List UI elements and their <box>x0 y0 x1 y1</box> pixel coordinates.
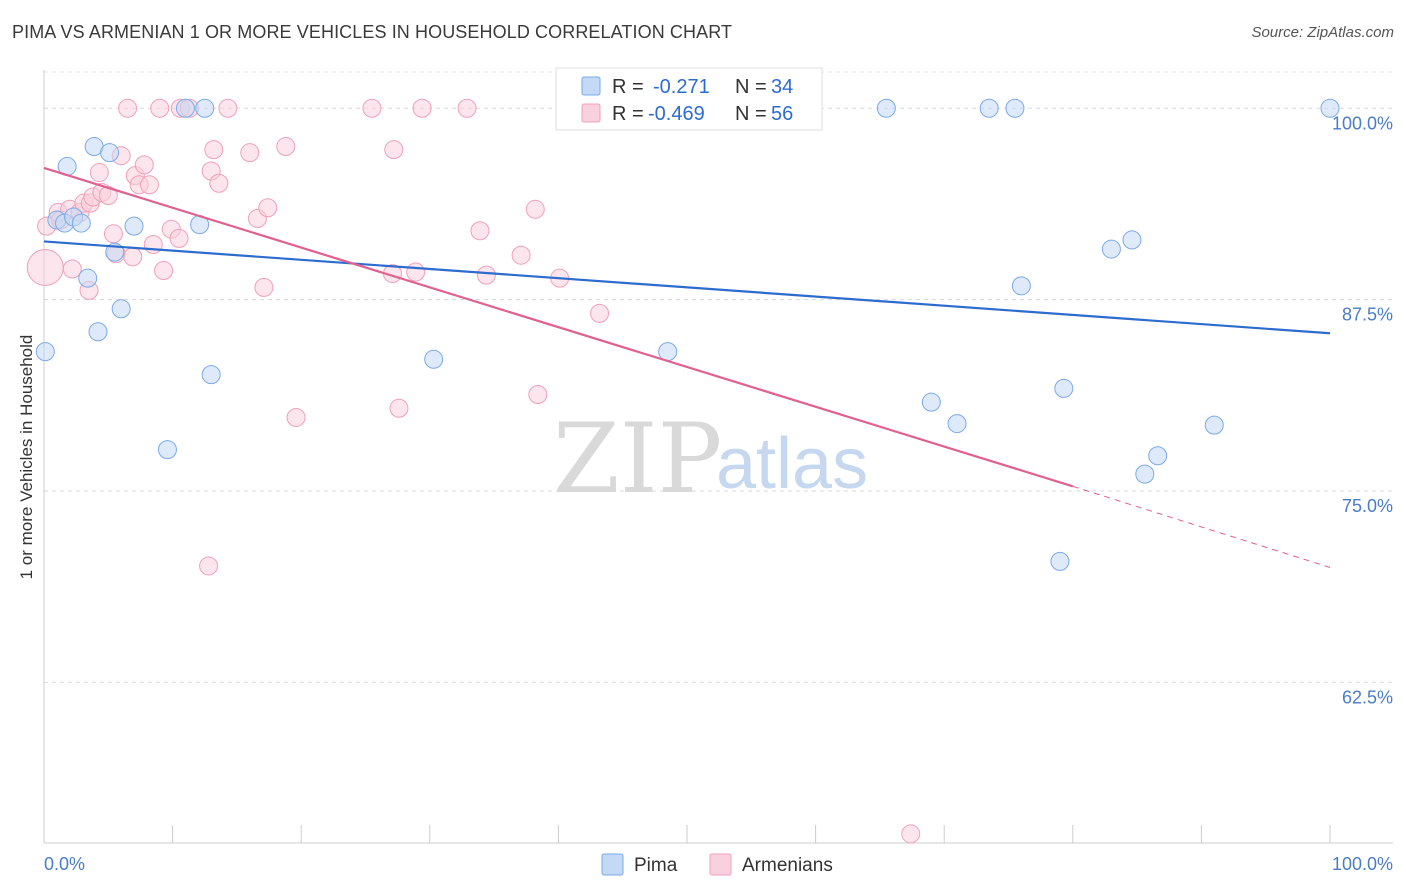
point-armenians <box>470 221 490 241</box>
point-armenians <box>199 556 219 576</box>
legend-r-value-armenians: -0.469 <box>648 103 705 125</box>
bottom-legend: Pima Armenians <box>601 853 833 876</box>
legend-n-label-armenians: N = <box>735 103 767 125</box>
trend-line-pima <box>43 240 1331 335</box>
point-armenians <box>254 277 274 297</box>
x-tick-label-0: 0.0% <box>44 854 85 874</box>
legend-n-value-armenians: 56 <box>771 103 793 125</box>
point-pima <box>1011 276 1031 296</box>
point-armenians <box>476 265 496 285</box>
point-armenians <box>258 198 278 218</box>
legend-swatch-armenians <box>581 103 601 123</box>
point-pima <box>1054 378 1074 398</box>
point-armenians <box>89 163 109 183</box>
point-armenians <box>98 186 118 206</box>
point-pima <box>424 349 444 369</box>
legend-n-value-pima: 34 <box>771 76 793 98</box>
trend-lines <box>43 166 1331 568</box>
point-pima <box>947 414 967 434</box>
bottom-legend-swatch-pima <box>601 853 624 876</box>
point-armenians <box>143 234 163 254</box>
point-pima <box>175 98 195 118</box>
point-pima <box>921 392 941 412</box>
point-pima <box>979 98 999 118</box>
point-armenians <box>169 228 189 248</box>
point-pima <box>35 342 55 362</box>
trend-line-extension-armenians <box>1072 485 1331 568</box>
legend-r-value-pima: -0.271 <box>653 76 710 98</box>
point-armenians <box>528 385 548 405</box>
legend-n-label-pima: N = <box>735 76 767 98</box>
point-pima <box>1135 464 1155 484</box>
point-pima <box>1005 98 1025 118</box>
point-armenians <box>123 247 143 267</box>
point-armenians <box>362 98 382 118</box>
series-pima-points <box>35 98 1340 571</box>
point-armenians <box>901 824 921 844</box>
watermark-atlas: atlas <box>716 424 868 504</box>
point-armenians <box>204 140 224 160</box>
legend-r-label-pima: R = <box>612 76 644 98</box>
point-pima <box>88 322 108 342</box>
x-tick-label-1: 100.0% <box>1332 854 1393 874</box>
point-armenians <box>139 175 159 195</box>
y-tick-label-3: 100.0% <box>1332 113 1393 133</box>
point-armenians <box>26 248 64 286</box>
point-armenians <box>406 262 426 282</box>
point-armenians <box>150 98 170 118</box>
point-armenians <box>286 407 306 427</box>
point-pima <box>111 299 131 319</box>
y-tick-label-1: 75.0% <box>1342 496 1393 516</box>
point-armenians <box>457 98 477 118</box>
point-armenians <box>118 98 138 118</box>
point-armenians <box>62 259 82 279</box>
point-pima <box>71 213 91 233</box>
bottom-legend-label-armenians: Armenians <box>742 855 833 876</box>
point-armenians <box>389 398 409 418</box>
data-points <box>26 98 1340 844</box>
point-pima <box>1101 239 1121 259</box>
point-pima <box>124 216 144 236</box>
point-armenians <box>412 98 432 118</box>
point-pima <box>100 143 120 163</box>
point-pima <box>1204 415 1224 435</box>
point-pima <box>195 98 215 118</box>
y-tick-label-2: 87.5% <box>1342 305 1393 325</box>
point-armenians <box>209 173 229 193</box>
axes <box>43 70 1393 844</box>
chart-source: Source: ZipAtlas.com <box>1251 24 1394 41</box>
point-pima <box>876 98 896 118</box>
point-pima <box>1050 551 1070 571</box>
y-tick-label-0: 62.5% <box>1342 687 1393 707</box>
bottom-legend-swatch-armenians <box>709 853 732 876</box>
trend-line-armenians <box>43 166 1074 488</box>
point-armenians <box>276 137 296 157</box>
legend: R = -0.271 N = 34 R = -0.469 N = 56 <box>555 67 823 131</box>
point-pima <box>1320 98 1340 118</box>
point-pima <box>78 268 98 288</box>
legend-swatch-pima <box>581 76 601 96</box>
watermark-zip: ZIP <box>553 403 722 515</box>
point-armenians <box>240 143 260 163</box>
legend-r-label-armenians: R = <box>612 103 644 125</box>
point-pima <box>157 440 177 460</box>
point-armenians <box>511 245 531 265</box>
point-pima <box>1148 446 1168 466</box>
point-armenians <box>525 199 545 219</box>
bottom-legend-label-pima: Pima <box>634 855 678 876</box>
point-pima <box>1122 230 1142 250</box>
tick-labels: 62.5% 75.0% 87.5% 100.0% 0.0% 100.0% <box>44 113 1393 874</box>
watermark: ZIP atlas <box>553 403 868 515</box>
point-armenians <box>384 140 404 160</box>
point-armenians <box>590 303 610 323</box>
point-armenians <box>154 261 174 281</box>
chart-title: PIMA VS ARMENIAN 1 OR MORE VEHICLES IN H… <box>12 22 733 42</box>
point-armenians <box>103 224 123 244</box>
point-armenians <box>218 98 238 118</box>
point-pima <box>201 365 221 385</box>
point-armenians <box>134 155 154 175</box>
